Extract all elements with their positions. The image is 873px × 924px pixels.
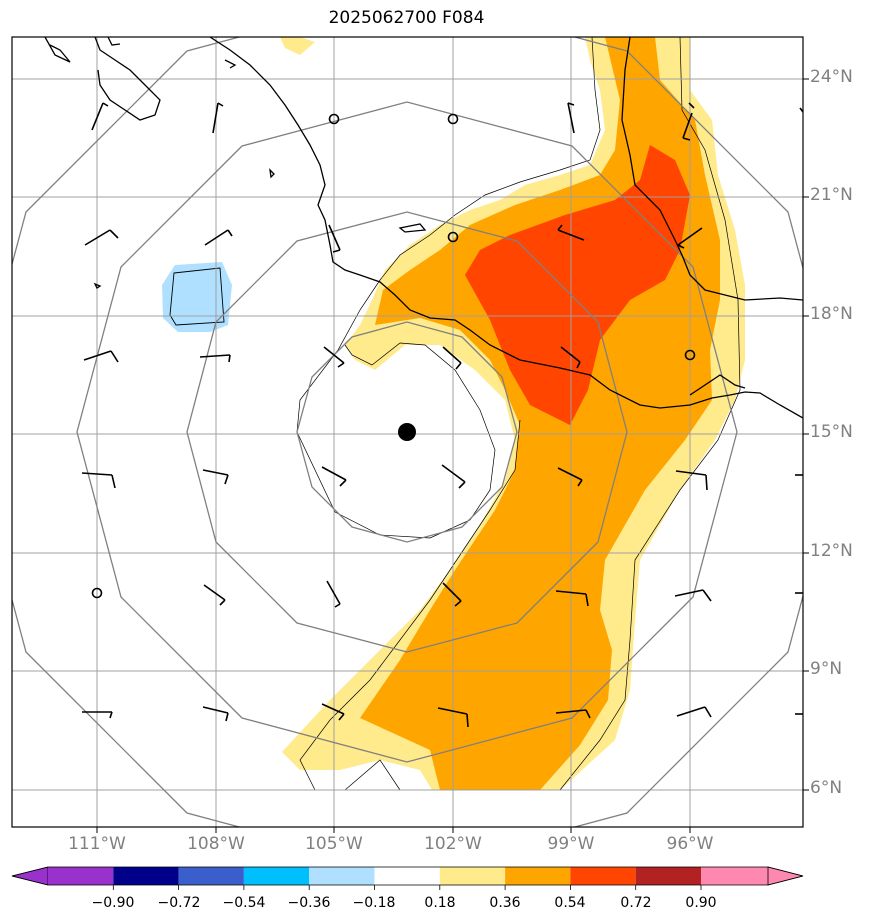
colorbar [11, 866, 804, 890]
colorbar-tick-label: 0.72 [620, 895, 652, 911]
field-level-3 [465, 145, 690, 425]
lat-tick-label: 24°N [810, 67, 853, 87]
field-contour [299, 419, 521, 791]
range-rings [12, 37, 803, 827]
map-title: 2025062700 F084 [328, 8, 485, 28]
colorbar-extend-high [767, 866, 804, 886]
colorbar-segment [48, 867, 114, 885]
lon-tick-label: 99°W [547, 834, 595, 854]
lat-tick-label: 18°N [810, 304, 853, 324]
wind-barbs [81, 102, 803, 728]
colorbar-segment [505, 867, 571, 885]
colorbar-tick-label: 0.18 [424, 895, 456, 911]
colorbar-tick-label: −0.72 [157, 895, 201, 911]
colorbar-tick-label: −0.54 [222, 895, 266, 911]
colorbar-tick-label: −0.90 [91, 895, 135, 911]
colorbar-tick-label: 0.36 [489, 895, 521, 911]
field-level-1 [280, 37, 315, 55]
field-negative [162, 262, 232, 332]
calm-wind-markers [91, 113, 696, 599]
colorbar-segment [570, 867, 636, 885]
colorbar-extend-low [11, 866, 49, 886]
lon-tick-label: 96°W [666, 834, 714, 854]
colorbar-segment [701, 867, 768, 885]
lon-tick-label: 111°W [68, 834, 126, 854]
field-negative-contour [169, 267, 225, 326]
colorbar-tick-label: −0.18 [352, 895, 396, 911]
colorbar-tick-label: 0.54 [554, 895, 586, 911]
colorbar-segment [309, 867, 375, 885]
colorbar-segment [178, 867, 244, 885]
lon-ticks [96, 827, 691, 833]
lat-tick-label: 21°N [810, 185, 853, 205]
field-contour [344, 759, 401, 791]
colorbar-segment [113, 867, 179, 885]
lon-tick-label: 108°W [187, 834, 245, 854]
colorbar-segment [374, 867, 440, 885]
lat-tick-label: 15°N [810, 422, 853, 442]
coastline [44, 37, 803, 419]
storm-center-marker [398, 423, 416, 441]
lat-tick-label: 9°N [810, 659, 843, 679]
colorbar-tick-label: 0.90 [685, 895, 717, 911]
lat-ticks [803, 78, 809, 791]
lat-tick-label: 12°N [810, 541, 853, 561]
colorbar-segment [635, 867, 701, 885]
colorbar-tick-label: −0.36 [287, 895, 331, 911]
plot-frame [11, 36, 804, 828]
colorbar-segment [243, 867, 310, 885]
colorbar-segment [439, 867, 506, 885]
lon-tick-label: 102°W [424, 834, 482, 854]
field-contour [559, 37, 741, 791]
map-plot-area [12, 37, 803, 827]
lon-tick-label: 105°W [305, 834, 363, 854]
lat-tick-label: 6°N [810, 778, 843, 798]
field-contour [296, 37, 601, 539]
graticule [12, 37, 803, 827]
